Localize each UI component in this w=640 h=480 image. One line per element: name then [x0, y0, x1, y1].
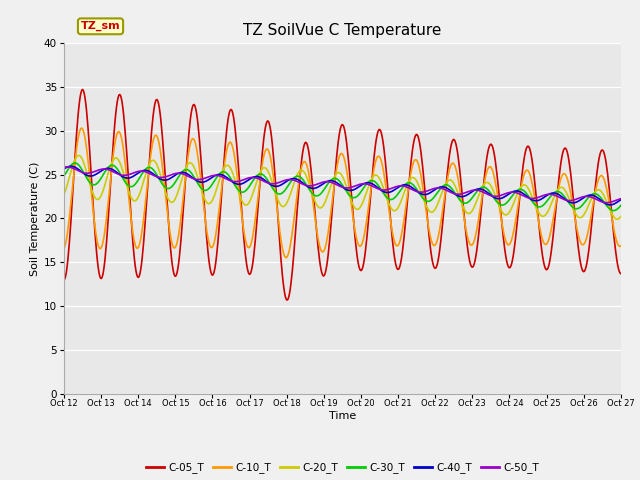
Y-axis label: Soil Temperature (C): Soil Temperature (C) — [29, 161, 40, 276]
C-05_T — [60, 277, 68, 283]
C-30_T — [70, 160, 78, 166]
C-40_T — [214, 172, 222, 178]
C-40_T — [60, 166, 68, 172]
Line: C-50_T: C-50_T — [64, 167, 621, 203]
C-50_T — [128, 170, 136, 176]
C-10_T — [128, 225, 136, 230]
C-05_T — [79, 86, 86, 92]
C-10_T — [78, 125, 86, 131]
C-10_T — [428, 239, 436, 245]
Line: C-05_T: C-05_T — [64, 89, 621, 300]
C-20_T — [617, 214, 625, 219]
C-10_T — [185, 149, 193, 155]
C-50_T — [60, 164, 68, 170]
C-30_T — [610, 208, 618, 214]
C-50_T — [214, 173, 222, 179]
C-50_T — [63, 164, 71, 170]
C-40_T — [71, 164, 79, 170]
C-50_T — [411, 188, 419, 193]
C-30_T — [428, 197, 435, 203]
C-50_T — [617, 196, 625, 202]
C-05_T — [412, 132, 419, 138]
C-05_T — [214, 237, 222, 243]
C-20_T — [60, 191, 68, 197]
C-05_T — [185, 132, 193, 138]
Line: C-20_T: C-20_T — [64, 156, 621, 219]
C-10_T — [617, 243, 625, 249]
C-05_T — [128, 230, 136, 236]
C-30_T — [214, 172, 222, 178]
C-30_T — [128, 183, 136, 189]
C-40_T — [67, 163, 75, 169]
C-40_T — [428, 189, 435, 195]
C-40_T — [185, 172, 193, 178]
C-20_T — [75, 153, 83, 158]
Line: C-40_T: C-40_T — [64, 166, 621, 205]
X-axis label: Time: Time — [329, 411, 356, 421]
Title: TZ SoilVue C Temperature: TZ SoilVue C Temperature — [243, 23, 442, 38]
C-05_T — [428, 255, 436, 261]
C-20_T — [214, 181, 222, 187]
C-20_T — [411, 176, 419, 181]
C-30_T — [617, 203, 625, 208]
C-30_T — [411, 184, 419, 190]
C-40_T — [617, 197, 625, 203]
C-30_T — [71, 160, 79, 166]
C-10_T — [60, 245, 68, 251]
C-05_T — [283, 297, 291, 303]
C-05_T — [70, 168, 78, 174]
C-40_T — [411, 187, 419, 192]
C-05_T — [617, 271, 625, 276]
C-20_T — [70, 159, 78, 165]
Text: TZ_sm: TZ_sm — [81, 21, 120, 32]
C-20_T — [185, 160, 193, 166]
C-40_T — [128, 174, 136, 180]
C-50_T — [428, 187, 435, 192]
C-20_T — [613, 216, 621, 222]
C-30_T — [60, 173, 68, 179]
C-20_T — [428, 209, 435, 215]
C-10_T — [412, 157, 419, 163]
C-50_T — [71, 166, 79, 172]
Line: C-30_T: C-30_T — [64, 163, 621, 211]
C-40_T — [606, 202, 614, 208]
C-10_T — [282, 255, 290, 261]
C-10_T — [70, 168, 78, 174]
Legend: C-05_T, C-10_T, C-20_T, C-30_T, C-40_T, C-50_T: C-05_T, C-10_T, C-20_T, C-30_T, C-40_T, … — [141, 458, 543, 478]
C-20_T — [128, 196, 136, 202]
C-10_T — [214, 215, 222, 221]
C-50_T — [185, 174, 193, 180]
C-50_T — [603, 200, 611, 205]
C-30_T — [185, 168, 193, 173]
Line: C-10_T: C-10_T — [64, 128, 621, 258]
